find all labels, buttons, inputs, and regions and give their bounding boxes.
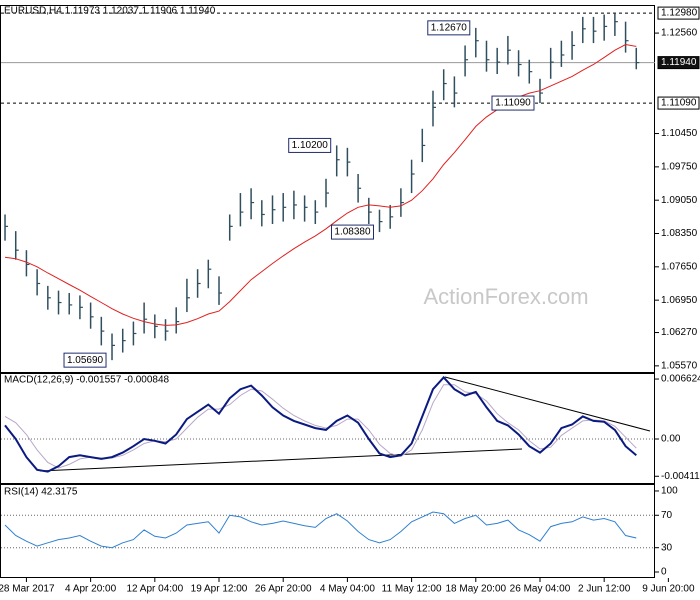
level-box [657, 56, 700, 70]
x-tick-label: 11 May 12:00 [382, 584, 442, 595]
y-tick-label: 0.006624 [661, 374, 700, 385]
macd-trend-line [39, 448, 523, 472]
y-tick-label: 100 [661, 486, 678, 497]
x-tick-label: 4 May 04:00 [320, 584, 375, 595]
chart-title: EURUSD,H4 1.11973 1.12037 1.11906 1.1194… [4, 6, 216, 17]
y-tick-label: 1.05570 [661, 360, 698, 371]
y-tick-label: 1.09050 [661, 195, 698, 206]
x-tick-label: 19 Apr 12:00 [191, 584, 248, 595]
annotation-box [330, 224, 374, 240]
y-tick-label: 1.08350 [661, 228, 698, 239]
y-tick-label: 1.09750 [661, 162, 698, 173]
x-tick-label: 2 Jun 12:00 [578, 584, 631, 595]
level-box [657, 96, 700, 110]
y-tick-label: 1.12560 [661, 28, 698, 39]
y-tick-label: 1.07650 [661, 261, 698, 272]
panel-title: MACD(12,26,9) -0.001557 -0.000848 [4, 375, 170, 386]
annotation-label: 1.10200 [292, 140, 329, 151]
x-tick-label: 18 May 20:00 [445, 584, 506, 595]
level-label: 1.11940 [661, 57, 697, 68]
watermark: ActionForex.com [423, 284, 588, 309]
annotation-box [427, 20, 471, 36]
y-tick-label: 1.06950 [661, 295, 698, 306]
annotation-label: 1.11090 [495, 98, 531, 109]
panel-title: RSI(14) 42.3175 [4, 487, 78, 498]
y-tick-label: 1.06270 [661, 327, 698, 338]
macd-panel [0, 373, 655, 484]
x-tick-label: 9 Jun 20:00 [642, 584, 695, 595]
y-tick-label: -0.004116 [661, 471, 700, 482]
level-label: 1.11090 [661, 98, 697, 109]
annotation-box [491, 95, 535, 111]
x-tick-label: 12 Apr 04:00 [126, 584, 183, 595]
level-label: 1.12980 [661, 8, 698, 19]
x-tick-label: 4 Apr 20:00 [65, 584, 117, 595]
moving-average [4, 43, 637, 326]
macd-line [4, 375, 637, 473]
annotation-label: 1.12670 [431, 22, 468, 33]
x-tick-label: 26 Apr 20:00 [255, 584, 312, 595]
macd-line [4, 384, 637, 469]
y-tick-label: 0 [661, 567, 667, 578]
y-tick-label: 1.10450 [661, 128, 698, 139]
x-tick-label: 26 May 04:00 [510, 584, 571, 595]
x-tick-label: 28 Mar 2017 [0, 584, 55, 595]
y-tick-label: 70 [661, 510, 673, 521]
rsi-panel [0, 484, 655, 578]
annotation-box [63, 352, 107, 368]
rsi-line [4, 511, 637, 549]
price-panel [0, 5, 655, 373]
y-tick-label: 0.00 [661, 434, 681, 445]
annotation-box [288, 137, 332, 153]
annotation-label: 1.05690 [67, 355, 104, 366]
annotation-label: 1.08380 [334, 227, 371, 238]
y-tick-label: 30 [661, 542, 673, 553]
macd-trend-line [444, 376, 651, 432]
level-box [657, 6, 700, 20]
